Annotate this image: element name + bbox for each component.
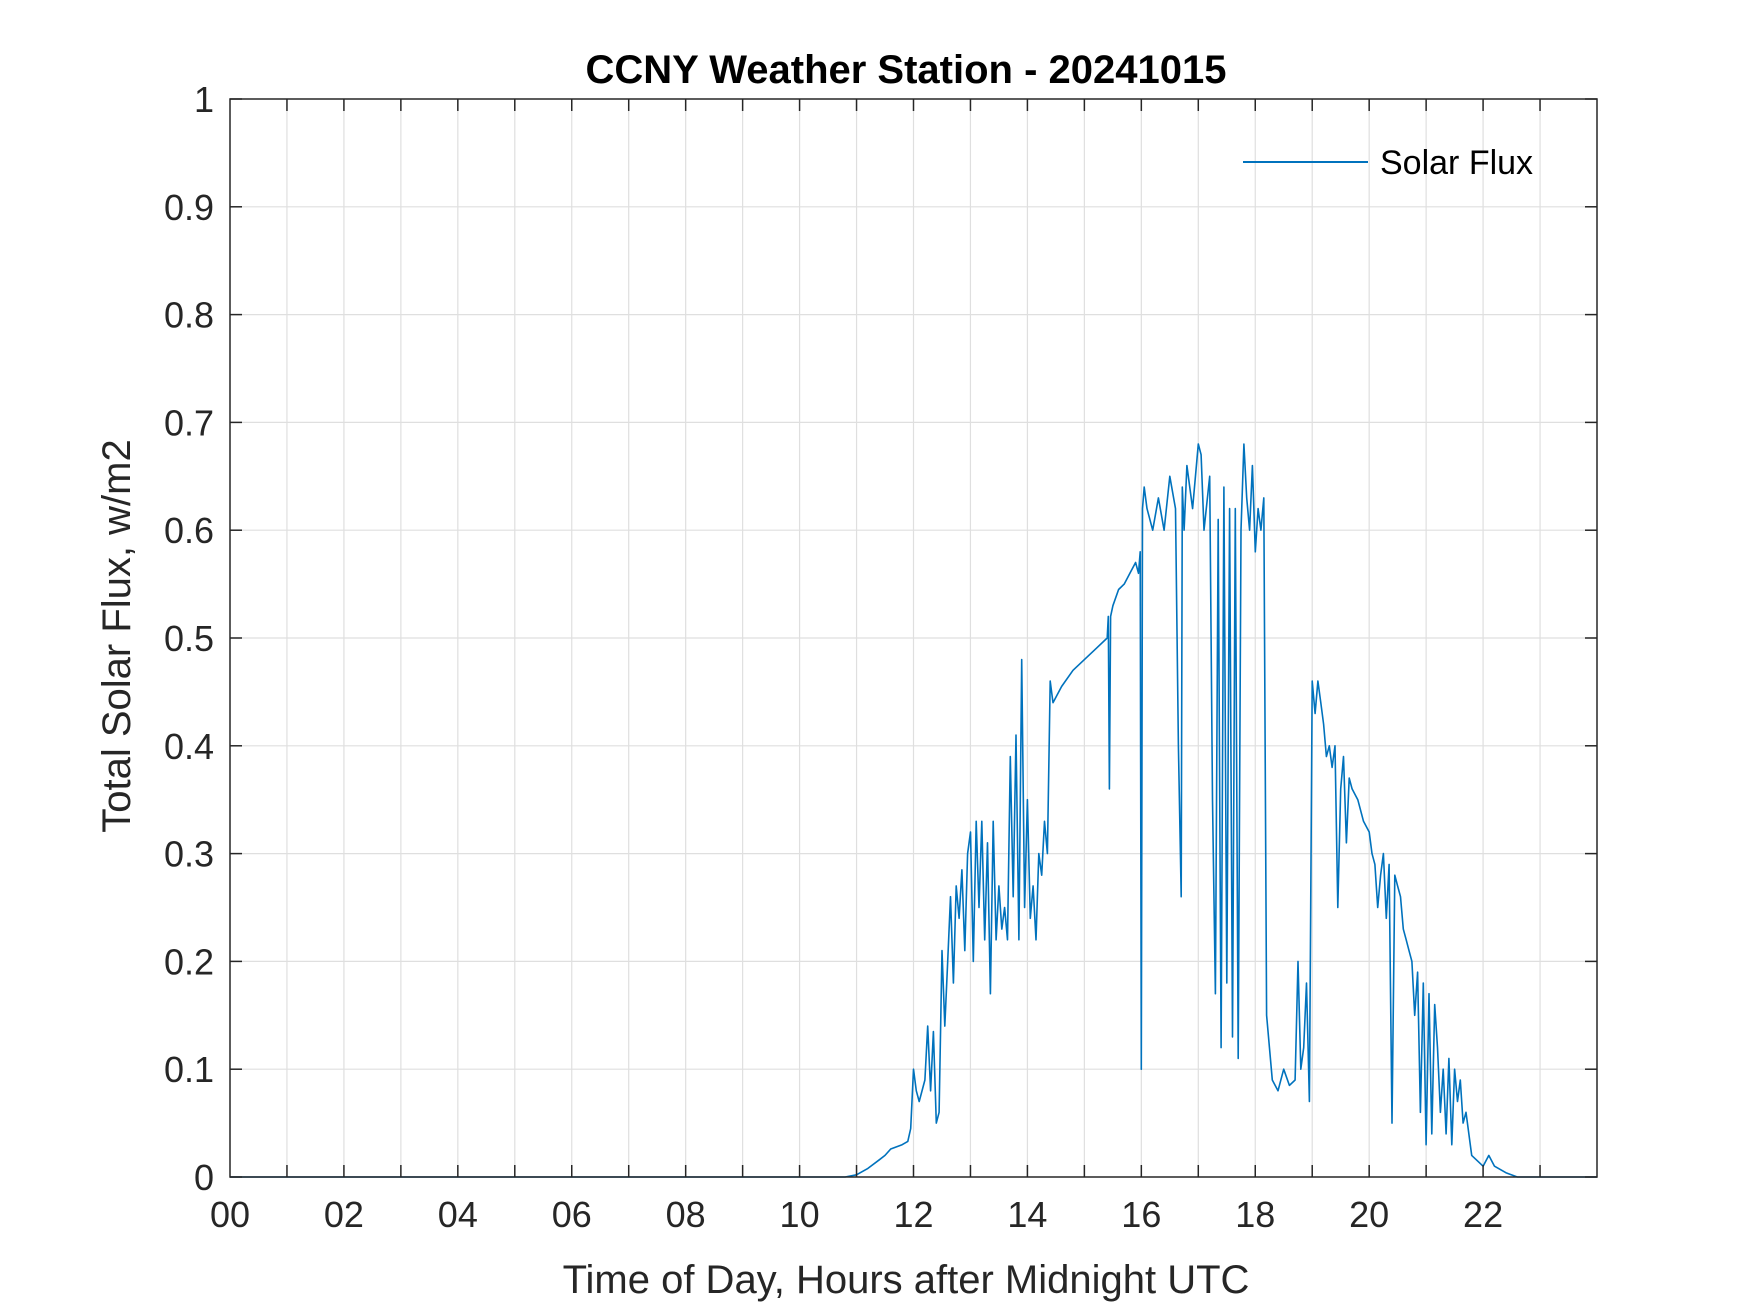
y-axis-label: Total Solar Flux, w/m2 bbox=[95, 439, 139, 832]
legend: Solar Flux bbox=[1243, 144, 1533, 182]
axis-ticks bbox=[230, 98, 1597, 1178]
y-tick-label-9: 0.9 bbox=[164, 187, 214, 228]
x-tick-label-16: 16 bbox=[1121, 1194, 1161, 1235]
x-tick-label-12: 12 bbox=[893, 1194, 933, 1235]
x-tick-label-18: 18 bbox=[1235, 1194, 1275, 1235]
x-axis-tick-labels: 00 02 04 06 08 10 12 14 16 18 20 22 bbox=[210, 1194, 1503, 1235]
y-tick-label-2: 0.2 bbox=[164, 941, 214, 982]
y-tick-label-3: 0.3 bbox=[164, 834, 214, 875]
series-layer bbox=[230, 443, 1597, 1178]
y-axis-tick-labels: 0 0.1 0.2 0.3 0.4 0.5 0.6 0.7 0.8 0.9 1 bbox=[164, 79, 214, 1198]
y-tick-label-10: 1 bbox=[194, 79, 214, 120]
chart-title: CCNY Weather Station - 20241015 bbox=[586, 48, 1227, 92]
x-axis-label: Time of Day, Hours after Midnight UTC bbox=[563, 1258, 1250, 1302]
grid-lines bbox=[230, 99, 1597, 1177]
x-tick-label-04: 04 bbox=[438, 1194, 478, 1235]
y-tick-label-6: 0.6 bbox=[164, 510, 214, 551]
x-tick-label-06: 06 bbox=[552, 1194, 592, 1235]
y-tick-label-7: 0.7 bbox=[164, 402, 214, 443]
x-tick-label-00: 00 bbox=[210, 1194, 250, 1235]
x-tick-label-08: 08 bbox=[666, 1194, 706, 1235]
y-tick-label-8: 0.8 bbox=[164, 295, 214, 336]
y-tick-label-4: 0.4 bbox=[164, 726, 214, 767]
legend-label-solar-flux: Solar Flux bbox=[1380, 144, 1533, 182]
x-tick-label-02: 02 bbox=[324, 1194, 364, 1235]
x-tick-label-14: 14 bbox=[1007, 1194, 1047, 1235]
y-tick-label-5: 0.5 bbox=[164, 618, 214, 659]
y-tick-label-1: 0.1 bbox=[164, 1049, 214, 1090]
x-tick-label-20: 20 bbox=[1349, 1194, 1389, 1235]
x-tick-label-22: 22 bbox=[1463, 1194, 1503, 1235]
x-tick-label-10: 10 bbox=[780, 1194, 820, 1235]
series-line-solar-flux bbox=[230, 443, 1597, 1178]
y-tick-label-0: 0 bbox=[194, 1157, 214, 1198]
